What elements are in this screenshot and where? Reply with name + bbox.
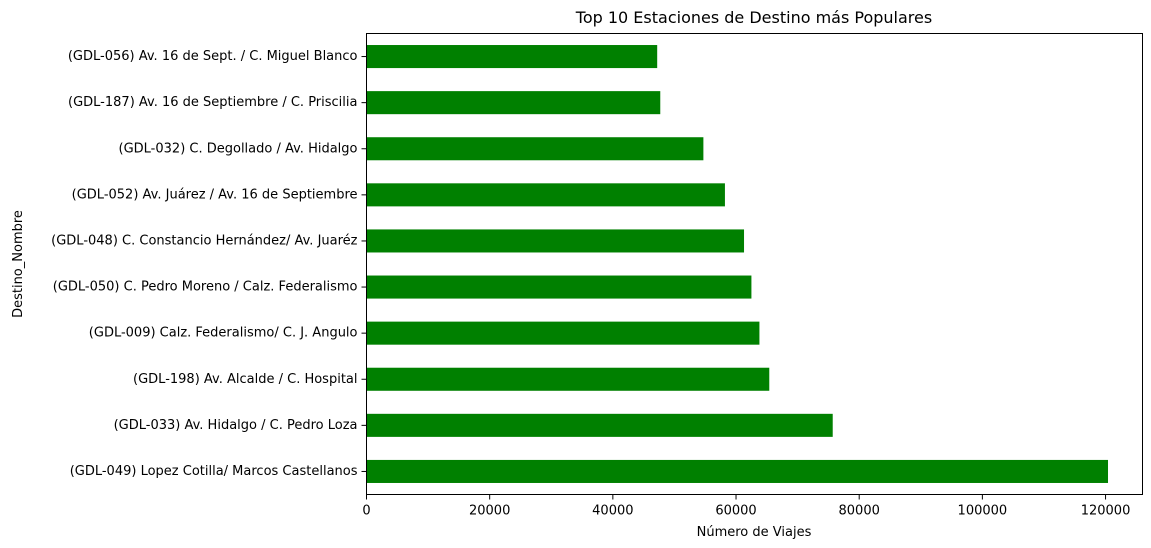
bar-3 (366, 367, 770, 391)
bar-6 (366, 229, 745, 253)
bar-4 (366, 321, 760, 345)
y-axis-label: Destino_Nombre (11, 210, 26, 318)
y-tick-label: (GDL-009) Calz. Federalismo/ C. J. Angul… (89, 326, 358, 341)
y-tick-label: (GDL-050) C. Pedro Moreno / Calz. Federa… (53, 280, 358, 295)
chart-title: Top 10 Estaciones de Destino más Popular… (575, 8, 932, 27)
x-axis-ticks: 0 20000 40000 60000 80000 100000 120000 (362, 494, 1131, 519)
y-tick-label: (GDL-198) Av. Alcalde / C. Hospital (133, 372, 357, 387)
x-tick-label: 80000 (839, 504, 880, 519)
bar-7 (366, 183, 725, 207)
x-tick-label: 60000 (715, 504, 756, 519)
y-tick-label: (GDL-032) C. Degollado / Av. Hidalgo (119, 141, 358, 156)
y-tick-label: (GDL-033) Av. Hidalgo / C. Pedro Loza (114, 418, 358, 433)
bar-2 (366, 413, 833, 437)
bar-10 (366, 45, 658, 69)
bars-group (366, 45, 1109, 483)
y-tick-label: (GDL-049) Lopez Cotilla/ Marcos Castella… (70, 464, 358, 479)
x-tick-label: 0 (362, 504, 370, 519)
plot-frame (366, 33, 1143, 495)
x-tick-label: 120000 (1081, 504, 1131, 519)
bar-5 (366, 275, 752, 299)
y-tick-label: (GDL-052) Av. Juárez / Av. 16 de Septiem… (72, 187, 358, 202)
y-axis-ticks: (GDL-049) Lopez Cotilla/ Marcos Castella… (51, 49, 367, 479)
x-axis-label: Número de Viajes (697, 525, 812, 540)
x-tick-label: 100000 (958, 504, 1008, 519)
x-tick-label: 40000 (592, 504, 633, 519)
bar-9 (366, 91, 661, 115)
bar-8 (366, 137, 704, 161)
y-tick-label: (GDL-056) Av. 16 de Sept. / C. Miguel Bl… (68, 49, 358, 64)
bar-1 (366, 459, 1109, 483)
y-tick-label: (GDL-048) C. Constancio Hernández/ Av. J… (51, 233, 358, 248)
x-tick-label: 20000 (469, 504, 510, 519)
y-tick-label: (GDL-187) Av. 16 de Septiembre / C. Pris… (68, 95, 357, 110)
